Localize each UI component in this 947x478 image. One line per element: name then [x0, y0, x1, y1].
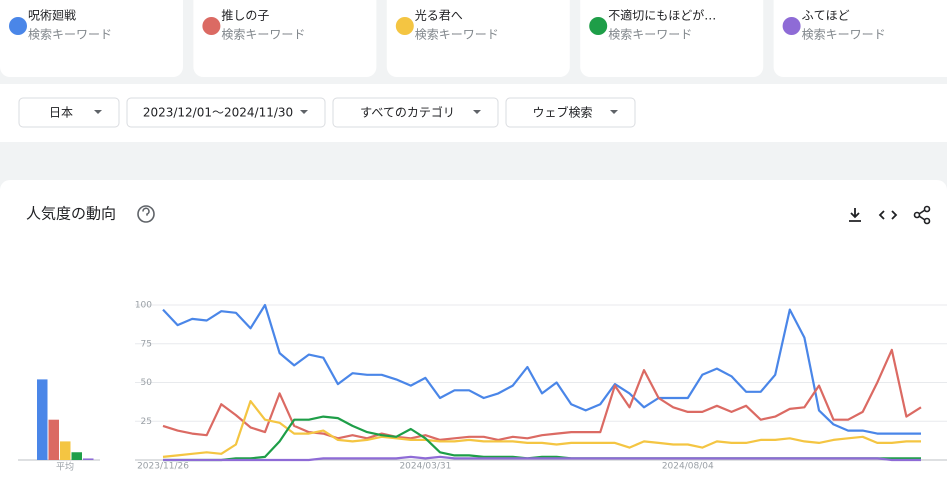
trend-line [162, 303, 921, 435]
term-name: ふてほど [802, 9, 850, 23]
term-card[interactable] [773, 0, 947, 77]
dropdown-arrow [94, 110, 102, 114]
term-name: 光る君へ [415, 9, 463, 23]
term-dot [589, 17, 608, 35]
term-name: 推しの子 [221, 9, 269, 23]
filter-dropdown[interactable] [332, 97, 499, 128]
section-title: 人気度の動向 [26, 205, 116, 223]
term-kind: 検索キーワード [608, 28, 692, 42]
trend-line [162, 400, 921, 458]
average-bar [60, 441, 71, 460]
dropdown-arrow [473, 110, 481, 114]
average-bar [37, 379, 48, 460]
filter-dropdown[interactable] [18, 97, 120, 128]
term-dot [9, 17, 27, 35]
term-name: 不適切にもほどが… [608, 8, 716, 23]
x-tick-label: 2024/03/31 [399, 462, 451, 472]
x-tick-label: 2024/08/04 [662, 462, 714, 472]
x-tick-label: 2023/11/26 [137, 462, 189, 472]
term-kind: 検索キーワード [802, 28, 886, 42]
term-kind: 検索キーワード [28, 28, 112, 42]
term-card[interactable] [193, 0, 377, 77]
share-icon[interactable] [913, 205, 931, 225]
filter-label: すべてのカテゴリ [360, 105, 455, 120]
term-dot [782, 17, 801, 35]
download-icon[interactable] [849, 208, 861, 222]
term-card[interactable] [386, 0, 570, 77]
trend-card [0, 180, 947, 478]
dropdown-arrow [610, 110, 618, 114]
filter-dropdown[interactable] [126, 97, 326, 128]
y-tick-label: 50 [141, 378, 153, 388]
term-kind: 検索キーワード [415, 28, 499, 42]
filter-label: 日本 [49, 106, 73, 120]
filter-label: ウェブ検索 [532, 105, 592, 120]
trend-line [163, 455, 921, 462]
term-card[interactable] [580, 0, 764, 77]
average-bar [71, 452, 82, 460]
term-name: 呪術廻戦 [28, 9, 76, 23]
term-dot [395, 17, 414, 35]
filter-label: 2023/12/01～2024/11/30 [143, 106, 293, 120]
dropdown-arrow [300, 110, 308, 114]
average-bar [48, 419, 59, 460]
term-card[interactable] [0, 0, 183, 77]
y-tick-label: 100 [135, 301, 152, 311]
average-label: 平均 [56, 461, 74, 473]
y-tick-label: 25 [141, 417, 152, 427]
trend-line [162, 348, 922, 441]
filter-dropdown[interactable] [505, 97, 636, 128]
y-tick-label: 75 [141, 339, 152, 349]
term-dot [202, 17, 221, 35]
embed-icon[interactable] [878, 210, 898, 220]
term-kind: 検索キーワード [221, 28, 305, 42]
average-bar [83, 458, 94, 460]
help-icon[interactable] [137, 205, 155, 223]
